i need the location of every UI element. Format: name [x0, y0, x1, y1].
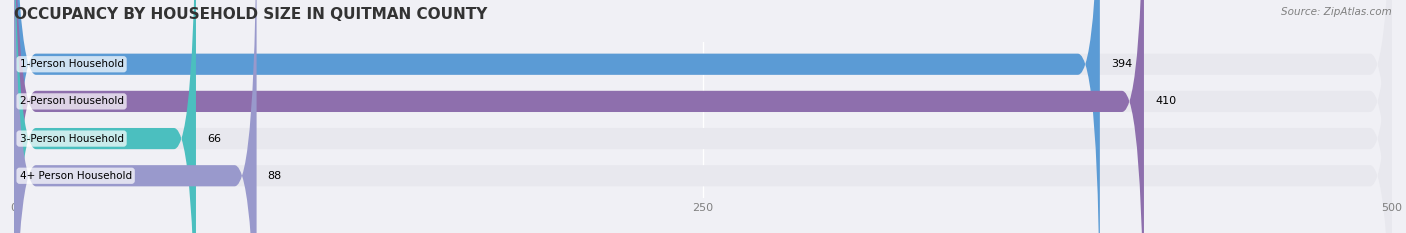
FancyBboxPatch shape — [14, 0, 1099, 233]
Text: 394: 394 — [1111, 59, 1132, 69]
FancyBboxPatch shape — [14, 0, 1392, 233]
Text: 88: 88 — [267, 171, 281, 181]
Text: 3-Person Household: 3-Person Household — [20, 134, 124, 144]
Text: 66: 66 — [207, 134, 221, 144]
Text: 410: 410 — [1154, 96, 1175, 106]
FancyBboxPatch shape — [14, 0, 195, 233]
FancyBboxPatch shape — [14, 0, 1392, 233]
Text: 2-Person Household: 2-Person Household — [20, 96, 124, 106]
FancyBboxPatch shape — [14, 0, 256, 233]
Text: 1-Person Household: 1-Person Household — [20, 59, 124, 69]
Text: 4+ Person Household: 4+ Person Household — [20, 171, 132, 181]
FancyBboxPatch shape — [14, 0, 1144, 233]
FancyBboxPatch shape — [14, 0, 1392, 233]
Text: OCCUPANCY BY HOUSEHOLD SIZE IN QUITMAN COUNTY: OCCUPANCY BY HOUSEHOLD SIZE IN QUITMAN C… — [14, 7, 488, 22]
FancyBboxPatch shape — [14, 0, 1392, 233]
Text: Source: ZipAtlas.com: Source: ZipAtlas.com — [1281, 7, 1392, 17]
